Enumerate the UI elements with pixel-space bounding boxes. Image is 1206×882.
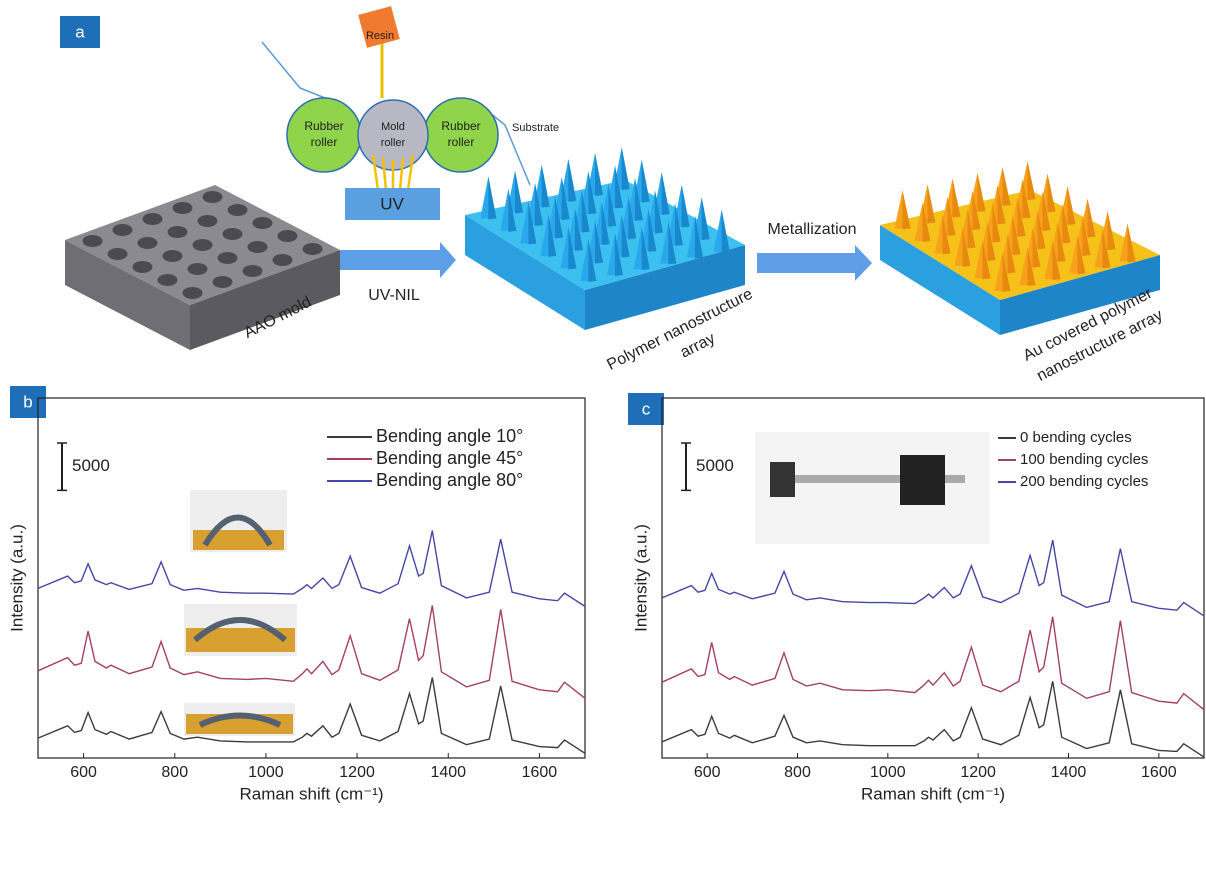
roller-label: Rubber [304, 119, 343, 133]
cone-shade [1003, 167, 1011, 206]
cone-shade [622, 147, 630, 190]
roller-label: roller [381, 137, 406, 149]
cone-shade [1028, 161, 1036, 200]
x-tick-label: 1600 [1141, 764, 1177, 781]
resin-label: Resin [366, 30, 394, 42]
cone-shade [1068, 186, 1076, 225]
spectrum-line [38, 606, 585, 699]
pore [158, 274, 178, 286]
panel-label: a [75, 22, 85, 41]
pore [278, 230, 298, 242]
pore [213, 276, 233, 288]
pore [133, 261, 153, 273]
pore [163, 250, 183, 262]
legend-label: 100 bending cycles [1020, 451, 1148, 468]
uv-nil-label: UV-NIL [368, 287, 420, 304]
roller-label: roller [311, 135, 338, 149]
cone-shade [515, 171, 523, 214]
x-tick-label: 1400 [1051, 764, 1087, 781]
substrate-label: Substrate [512, 122, 559, 134]
spectrum-line [662, 617, 1204, 710]
cone-shade [953, 179, 961, 218]
legend-label: 200 bending cycles [1020, 473, 1148, 490]
scale-bar-label: 5000 [72, 456, 110, 475]
film [262, 42, 330, 100]
x-tick-label: 800 [161, 764, 188, 781]
cone-shade [595, 153, 603, 196]
cone-shade [1048, 174, 1056, 213]
metallization-label: Metallization [768, 221, 857, 238]
roller-label: Rubber [441, 119, 480, 133]
cone-shade [978, 173, 986, 212]
x-tick-label: 1000 [870, 764, 906, 781]
cone-shade [488, 176, 496, 219]
photo [770, 462, 795, 497]
x-axis-label: Raman shift (cm⁻¹) [239, 784, 383, 803]
cone-shade [903, 190, 911, 229]
x-axis-label: Raman shift (cm⁻¹) [861, 784, 1005, 803]
pore [83, 235, 103, 247]
x-tick-label: 1200 [339, 764, 375, 781]
legend-label: Bending angle 10° [376, 426, 523, 446]
pore [273, 254, 293, 266]
pore [218, 252, 238, 264]
process-arrow [757, 245, 872, 281]
pore [193, 239, 213, 251]
figure: a b c Resin Rubber roller Mold roller Ru… [0, 0, 1206, 882]
x-tick-label: 600 [694, 764, 721, 781]
spectrum-line [38, 678, 585, 754]
cone-shade [682, 185, 690, 228]
cone-shade [662, 172, 670, 215]
x-tick-label: 1200 [960, 764, 996, 781]
pore [228, 204, 248, 216]
legend-label: Bending angle 80° [376, 470, 523, 490]
panel-label: c [642, 399, 651, 418]
legend-label: 0 bending cycles [1020, 429, 1132, 446]
mold-roller [358, 100, 428, 170]
pore [108, 248, 128, 260]
spectrum-line [38, 531, 585, 607]
structures [65, 147, 1160, 350]
legend-label: Bending angle 45° [376, 448, 523, 468]
pore [253, 217, 273, 229]
pore [303, 243, 323, 255]
cone-shade [722, 210, 730, 253]
scale-bar-label: 5000 [696, 456, 734, 475]
x-tick-label: 600 [70, 764, 97, 781]
pore [223, 228, 243, 240]
roller-label: Mold [381, 121, 405, 133]
cone-shade [542, 165, 550, 208]
spectrum-line [662, 681, 1204, 757]
pore [173, 202, 193, 214]
uv-label: UV [380, 194, 404, 213]
cone-shade [702, 197, 710, 240]
cone-shade [928, 185, 936, 224]
process-arrow [340, 242, 456, 278]
pore [203, 191, 223, 203]
x-tick-label: 1400 [430, 764, 466, 781]
y-axis-label: Intensity (a.u.) [7, 524, 26, 632]
cone-shade [568, 159, 576, 202]
panel-label: b [23, 392, 32, 411]
pore [183, 287, 203, 299]
y-axis-label: Intensity (a.u.) [631, 524, 650, 632]
x-tick-label: 1600 [522, 764, 558, 781]
pore [113, 224, 133, 236]
pore [168, 226, 188, 238]
photo [900, 455, 945, 505]
spectrum-line [662, 540, 1204, 616]
x-tick-label: 1000 [248, 764, 284, 781]
cone-shade [1088, 199, 1096, 238]
cone-shade [642, 160, 650, 203]
x-tick-label: 800 [784, 764, 811, 781]
pore [248, 241, 268, 253]
pore [143, 213, 163, 225]
pore [198, 215, 218, 227]
pore [188, 263, 208, 275]
cone-shade [1108, 211, 1116, 250]
roller-label: roller [448, 135, 475, 149]
pore [243, 265, 263, 277]
pore [138, 237, 158, 249]
